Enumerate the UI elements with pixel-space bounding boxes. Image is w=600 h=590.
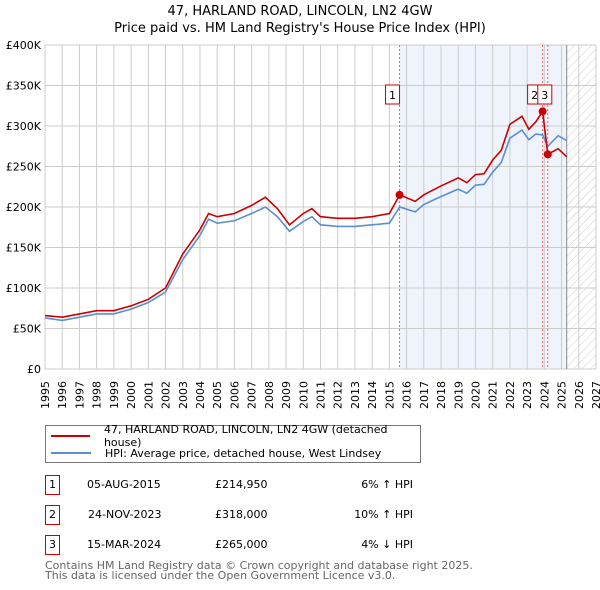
x-tick-label: 2022 <box>504 381 517 409</box>
legend-item-property: 47, HARLAND ROAD, LINCOLN, LN2 4GW (deta… <box>46 423 420 449</box>
chart-subtitle: Price paid vs. HM Land Registry's House … <box>114 21 486 36</box>
y-tick-label: £50K <box>13 323 42 336</box>
x-tick-label: 2021 <box>487 381 500 409</box>
sale-label: 1 <box>389 89 396 102</box>
x-tick-label: 2010 <box>297 381 310 409</box>
sale-marker: 3 <box>45 535 60 555</box>
x-tick-label: 2004 <box>194 381 207 409</box>
x-tick-label: 2011 <box>315 381 328 409</box>
legend-swatch <box>51 435 90 437</box>
sale-row: 2 24-NOV-2023 £318,000 10% ↑ HPI <box>45 505 445 525</box>
y-tick-label: £300K <box>6 120 42 133</box>
y-tick-label: £400K <box>6 39 42 52</box>
sale-date: 05-AUG-2015 <box>87 478 161 491</box>
price-chart: 1995 1996 1997 1998 1999 2000 2001 2002 2003 2004… <box>6 39 600 409</box>
legend-label: HPI: Average price, detached house, West… <box>105 446 382 460</box>
hpi-line <box>44 128 568 322</box>
legend-label: 47, HARLAND ROAD, LINCOLN, LN2 4GW (deta… <box>103 423 388 449</box>
legend: 47, HARLAND ROAD, LINCOLN, LN2 4GW (deta… <box>45 423 421 463</box>
y-tick-label: £150K <box>6 242 42 255</box>
sale-point <box>538 107 547 116</box>
x-tick-label: 2017 <box>418 381 431 409</box>
footer: Contains HM Land Registry data © Crown c… <box>45 559 473 582</box>
x-tick-label: 2016 <box>401 381 414 409</box>
sale-label: 2 <box>531 89 538 102</box>
x-tick-label: 2008 <box>263 381 276 409</box>
x-tick-label: 2025 <box>556 381 569 409</box>
sale-price: £214,950 <box>215 478 268 491</box>
legend-item-hpi: HPI: Average price, detached house, West… <box>46 445 381 461</box>
x-tick-label: 2019 <box>452 381 465 409</box>
x-tick-label: 2006 <box>228 381 241 409</box>
sale-row: 1 05-AUG-2015 £214,950 6% ↑ HPI <box>45 475 445 495</box>
y-tick-label: £0 <box>27 363 41 376</box>
x-tick-label: 2020 <box>469 381 482 409</box>
x-tick-label: 2009 <box>280 381 293 409</box>
sale-hpi: 6% ↑ HPI <box>361 478 413 491</box>
x-tick-label: 2024 <box>538 381 551 409</box>
sale-point <box>543 150 552 159</box>
sale-label-box <box>385 84 401 105</box>
sale-row: 3 15-MAR-2024 £265,000 4% ↓ HPI <box>45 535 445 555</box>
x-tick-label: 2015 <box>383 381 396 409</box>
x-tick-label: 2007 <box>246 381 259 409</box>
sale-marker: 2 <box>45 505 60 525</box>
y-tick-label: £250K <box>6 161 42 174</box>
x-tick-label: 2014 <box>366 381 379 409</box>
sale-label-box <box>537 84 553 105</box>
x-tick-label: 1997 <box>73 381 86 409</box>
y-tick-label: £200K <box>6 201 42 214</box>
x-tick-label: 2013 <box>349 381 362 409</box>
y-tick-label: £100K <box>6 282 42 295</box>
x-tick-label: 2005 <box>211 381 224 409</box>
x-tick-label: 2018 <box>435 381 448 409</box>
sale-date: 15-MAR-2024 <box>87 538 162 551</box>
x-tick-label: 1996 <box>56 381 69 409</box>
x-tick-label: 2027 <box>590 381 600 409</box>
sale-hpi: 4% ↓ HPI <box>361 538 413 551</box>
sale-label: 3 <box>541 89 548 102</box>
y-tick-label: £350K <box>6 80 42 93</box>
x-tick-label: 2012 <box>332 381 345 409</box>
x-tick-label: 1999 <box>108 381 121 409</box>
x-tick-label: 2002 <box>160 381 173 409</box>
sale-hpi: 10% ↑ HPI <box>354 508 413 521</box>
x-tick-label: 2001 <box>142 381 155 409</box>
sale-point <box>395 190 404 199</box>
x-tick-label: 2026 <box>573 381 586 409</box>
x-tick-label: 2000 <box>125 381 138 409</box>
property-line <box>44 109 568 318</box>
chart-title: 47, HARLAND ROAD, LINCOLN, LN2 4GW <box>167 4 433 19</box>
footer-line: Contains HM Land Registry data © Crown c… <box>45 559 473 572</box>
x-tick-label: 1998 <box>91 381 104 409</box>
legend-swatch <box>51 452 91 454</box>
x-tick-label: 2023 <box>521 381 534 409</box>
footer-line: This data is licensed under the Open Gov… <box>45 569 396 582</box>
sale-marker: 1 <box>45 475 60 495</box>
sale-price: £318,000 <box>215 508 268 521</box>
x-tick-label: 2003 <box>177 381 190 409</box>
sale-price: £265,000 <box>215 538 268 551</box>
x-tick-label: 1995 <box>39 381 52 409</box>
sale-date: 24-NOV-2023 <box>88 508 162 521</box>
